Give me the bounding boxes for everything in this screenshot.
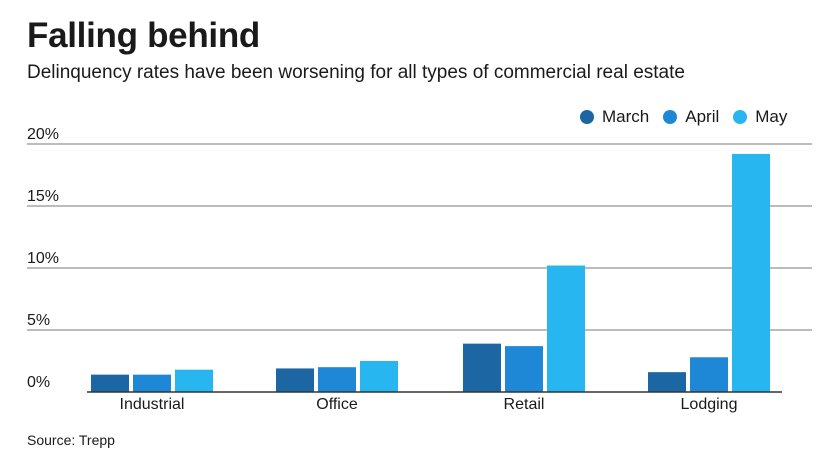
legend-item-march: March [580,107,649,127]
chart-title: Falling behind [27,16,261,55]
legend-item-april: April [663,107,719,127]
x-tick-label-retail: Retail [504,396,545,413]
legend-label-april: April [685,107,720,126]
bar-lodging-may [732,153,770,392]
bar-retail-march [463,343,501,392]
legend-label-may: May [755,107,788,126]
bar-retail-may [547,265,585,392]
y-tick-label-15: 15% [27,188,59,205]
bar-industrial-march [91,374,129,392]
y-tick-label-20: 20% [27,126,59,143]
y-tick-label-5: 5% [27,312,50,329]
legend-item-may: May [733,107,787,127]
legend-swatch-march [580,110,594,124]
bar-lodging-april [690,357,728,392]
bar-office-may [360,361,398,392]
x-tick-label-industrial: Industrial [120,396,185,413]
bar-industrial-april [133,374,171,392]
bar-retail-april [505,346,543,392]
y-tick-label-10: 10% [27,250,59,267]
bar-industrial-may [175,369,213,392]
x-tick-label-office: Office [316,396,358,413]
y-tick-label-0: 0% [27,374,50,391]
x-tick-label-lodging: Lodging [681,396,738,413]
bar-lodging-march [648,372,686,392]
legend: March April May [580,107,801,127]
legend-label-march: March [602,107,650,126]
bar-office-april [318,367,356,392]
chart-subtitle: Delinquency rates have been worsening fo… [27,62,685,83]
source-note: Source: Trepp [27,432,115,448]
legend-swatch-april [663,110,678,124]
legend-swatch-may [733,110,748,124]
bar-office-march [276,368,314,392]
